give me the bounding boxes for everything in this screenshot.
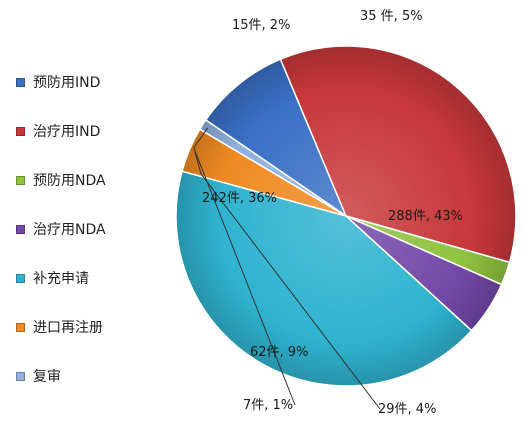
legend-swatch — [16, 322, 25, 332]
legend-label: 预防用NDA — [33, 173, 106, 189]
legend-label: 进口再注册 — [33, 320, 103, 336]
slice-label-1: 242件, 36% — [202, 191, 277, 206]
legend-item-1: 治疗用IND — [16, 121, 100, 141]
slice-label-4: 288件, 43% — [388, 209, 463, 224]
legend-item-4: 补充申请 — [16, 268, 89, 288]
legend-item-0: 预防用IND — [16, 72, 100, 92]
legend-swatch — [16, 126, 25, 136]
pie-slice-6 — [198, 118, 347, 217]
pie-slice-0 — [204, 58, 348, 219]
legend-label: 补充申请 — [33, 271, 89, 287]
pie-slices — [175, 45, 517, 387]
legend-item-2: 预防用NDA — [16, 170, 106, 190]
legend-swatch — [16, 224, 25, 234]
pie-slice-4 — [175, 170, 473, 387]
leader-line-6 — [193, 127, 296, 406]
legend-swatch — [16, 77, 25, 87]
legend-item-3: 治疗用NDA — [16, 219, 106, 239]
legend-swatch — [16, 371, 25, 381]
pie-slice-1 — [279, 45, 517, 264]
legend-label: 治疗用IND — [33, 124, 101, 140]
legend-item-6: 复审 — [16, 366, 61, 386]
legend-item-5: 进口再注册 — [16, 317, 103, 337]
slice-label-5: 29件, 4% — [378, 402, 436, 417]
legend-swatch — [16, 175, 25, 185]
slice-label-6: 7件, 1% — [243, 398, 293, 413]
legend-label: 治疗用NDA — [33, 222, 106, 238]
legend-swatch — [16, 273, 25, 283]
leader-line-5 — [194, 151, 381, 410]
legend-label: 预防用IND — [33, 75, 101, 91]
slice-labels: 62件, 9% 242件, 36% 15件, 2% 35 件, 5% 288件, 43%… — [202, 9, 463, 417]
legend-label: 复审 — [33, 369, 61, 385]
leader-lines — [193, 127, 381, 410]
slice-label-2: 15件, 2% — [232, 18, 290, 33]
slice-label-0: 62件, 9% — [250, 345, 308, 360]
slice-label-3: 35 件, 5% — [360, 9, 423, 24]
